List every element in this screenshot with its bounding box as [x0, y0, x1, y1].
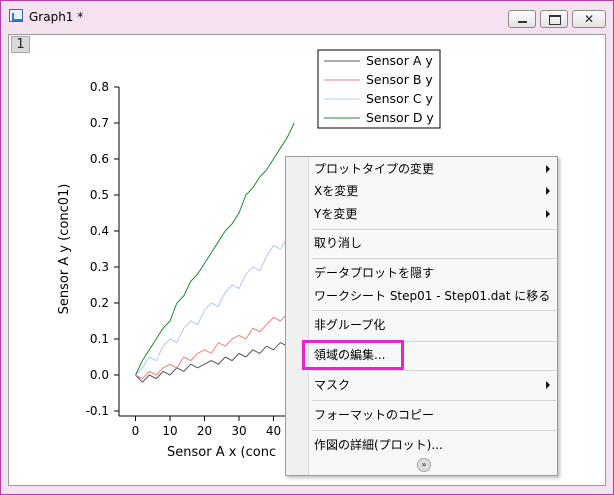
menu-item[interactable]: マスク — [314, 374, 554, 396]
y-tick-label: 0.2 — [90, 296, 109, 310]
chart[interactable]: -0.1 0.0 0.1 0.2 0.3 0.4 0.5 0.6 0.7 0.8 0 10 20 30 40… — [9, 35, 606, 486]
y-tick-label: 0.3 — [90, 260, 109, 274]
menu-separator — [312, 341, 556, 342]
legend-label: Sensor B y — [366, 72, 433, 87]
series-line — [135, 306, 295, 380]
y-tick-label: 0.0 — [90, 368, 109, 382]
menu-item[interactable]: 作図の詳細(プロット)... — [314, 434, 554, 456]
expand-more-icon[interactable]: » — [417, 458, 431, 472]
y-tick-label: 0.7 — [90, 116, 109, 130]
menu-item-label: Yを変更 — [314, 207, 358, 221]
menu-separator — [312, 400, 556, 401]
maximize-icon — [549, 15, 561, 25]
submenu-arrow-icon — [546, 381, 550, 389]
submenu-arrow-icon — [546, 210, 550, 218]
menu-separator — [312, 370, 556, 371]
layer-tab[interactable]: 1 — [11, 36, 30, 53]
series-line — [135, 338, 295, 383]
x-tick-label: 20 — [197, 424, 212, 438]
menu-item-label: データプロットを隠す — [314, 266, 435, 280]
menu-item[interactable]: 取り消し — [314, 232, 554, 254]
menu-item-label: 非グループ化 — [314, 318, 386, 332]
submenu-arrow-icon — [546, 165, 550, 173]
highlight-box — [302, 340, 404, 370]
legend-label: Sensor D y — [366, 110, 434, 125]
graph-window-icon[interactable] — [9, 9, 23, 22]
x-tick-label: 30 — [231, 424, 246, 438]
menu-item[interactable]: 領域の編集... — [314, 344, 554, 366]
series-line — [135, 122, 295, 376]
y-axis-title: Sensor A y (conc01) — [57, 184, 72, 315]
x-tick-label: 0 — [132, 424, 140, 438]
menu-item-label: 領域の編集... — [314, 348, 386, 362]
series-line — [135, 234, 295, 376]
window-title: Graph1 * — [29, 10, 84, 24]
close-button[interactable]: ✕ — [572, 10, 606, 28]
minimize-button[interactable] — [508, 10, 536, 28]
menu-item-label: マスク — [314, 378, 351, 392]
menu-item-label: プロットタイプの変更 — [314, 162, 435, 176]
y-tick-label: 0.5 — [90, 188, 109, 202]
maximize-button[interactable] — [540, 10, 568, 28]
title-bar[interactable]: Graph1 * ✕ — [1, 1, 613, 31]
y-tick-label: -0.1 — [86, 404, 109, 418]
y-tick-label: 0.1 — [90, 332, 109, 346]
menu-item-label: Xを変更 — [314, 184, 359, 198]
y-tick-label: 0.4 — [90, 224, 109, 238]
y-tick-label: 0.8 — [90, 80, 109, 94]
submenu-arrow-icon — [546, 187, 550, 195]
menu-item[interactable]: Yを変更 — [314, 203, 554, 225]
menu-item-label: ワークシート Step01 - Step01.dat に移る — [314, 289, 551, 303]
minimize-icon — [518, 21, 527, 23]
menu-item[interactable]: 非グループ化 — [314, 314, 554, 336]
menu-separator — [312, 430, 556, 431]
x-tick-label: 40 — [266, 424, 281, 438]
menu-item[interactable]: データプロットを隠す — [314, 262, 554, 284]
legend-label: Sensor C y — [366, 91, 434, 106]
legend-label: Sensor A y — [366, 53, 433, 68]
y-tick-label: 0.6 — [90, 152, 109, 166]
menu-item-label: 作図の詳細(プロット)... — [314, 438, 443, 452]
menu-separator — [312, 258, 556, 259]
menu-item-label: フォーマットのコピー — [314, 408, 435, 422]
menu-separator — [312, 310, 556, 311]
x-axis-title: Sensor A x (conc — [167, 445, 276, 460]
context-menu: プロットタイプの変更 Xを変更 Yを変更取り消しデータプロットを隠すワークシート S… — [285, 156, 558, 476]
menu-item[interactable]: ワークシート Step01 - Step01.dat に移る — [314, 285, 554, 307]
menu-item[interactable]: フォーマットのコピー — [314, 404, 554, 426]
x-tick-label: 10 — [162, 424, 177, 438]
menu-item-label: 取り消し — [314, 236, 363, 250]
menu-separator — [312, 229, 556, 230]
menu-item[interactable]: Xを変更 — [314, 180, 554, 202]
menu-item[interactable]: プロットタイプの変更 — [314, 158, 554, 180]
close-icon: ✕ — [583, 12, 595, 26]
legend-box — [317, 49, 441, 129]
menu-icon-gutter — [286, 157, 309, 475]
